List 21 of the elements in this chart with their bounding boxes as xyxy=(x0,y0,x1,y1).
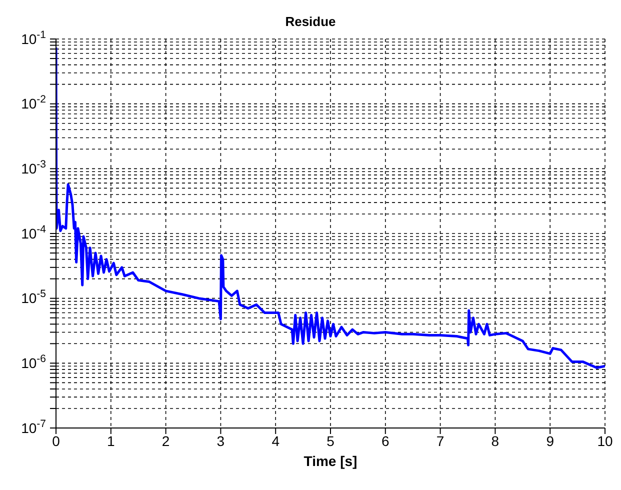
x-axis-title: Time [s] xyxy=(304,453,358,469)
y-tick-label: 10$^{-2}$ xyxy=(21,94,46,112)
y-tick-label: 10$^{-4}$ xyxy=(21,223,46,242)
x-tick-label: 3 xyxy=(216,432,225,449)
y-tick-label: 10$^{-1}$ xyxy=(21,28,46,47)
x-tick-label: 1 xyxy=(107,432,115,449)
line-series xyxy=(56,46,605,369)
y-tick-label: 10$^{-7}$ xyxy=(21,418,46,436)
x-tick-label: 9 xyxy=(546,432,554,449)
x-tick-label: 0 xyxy=(52,432,60,449)
x-tick-label: 8 xyxy=(491,432,500,449)
x-tick-label: 5 xyxy=(326,432,335,449)
y-tick-label: 10$^{-3}$ xyxy=(21,158,46,177)
x-tick-label: 6 xyxy=(382,432,390,449)
x-tick-label: 7 xyxy=(436,432,444,449)
chart-title: Residue xyxy=(284,14,337,29)
y-tick-label: 10$^{-5}$ xyxy=(21,288,46,306)
x-tick-label: 2 xyxy=(162,432,170,449)
y-tick-label: 10$^{-6}$ xyxy=(21,353,46,372)
x-tick-label: 10 xyxy=(597,432,613,449)
x-tick-label: 4 xyxy=(272,432,280,449)
